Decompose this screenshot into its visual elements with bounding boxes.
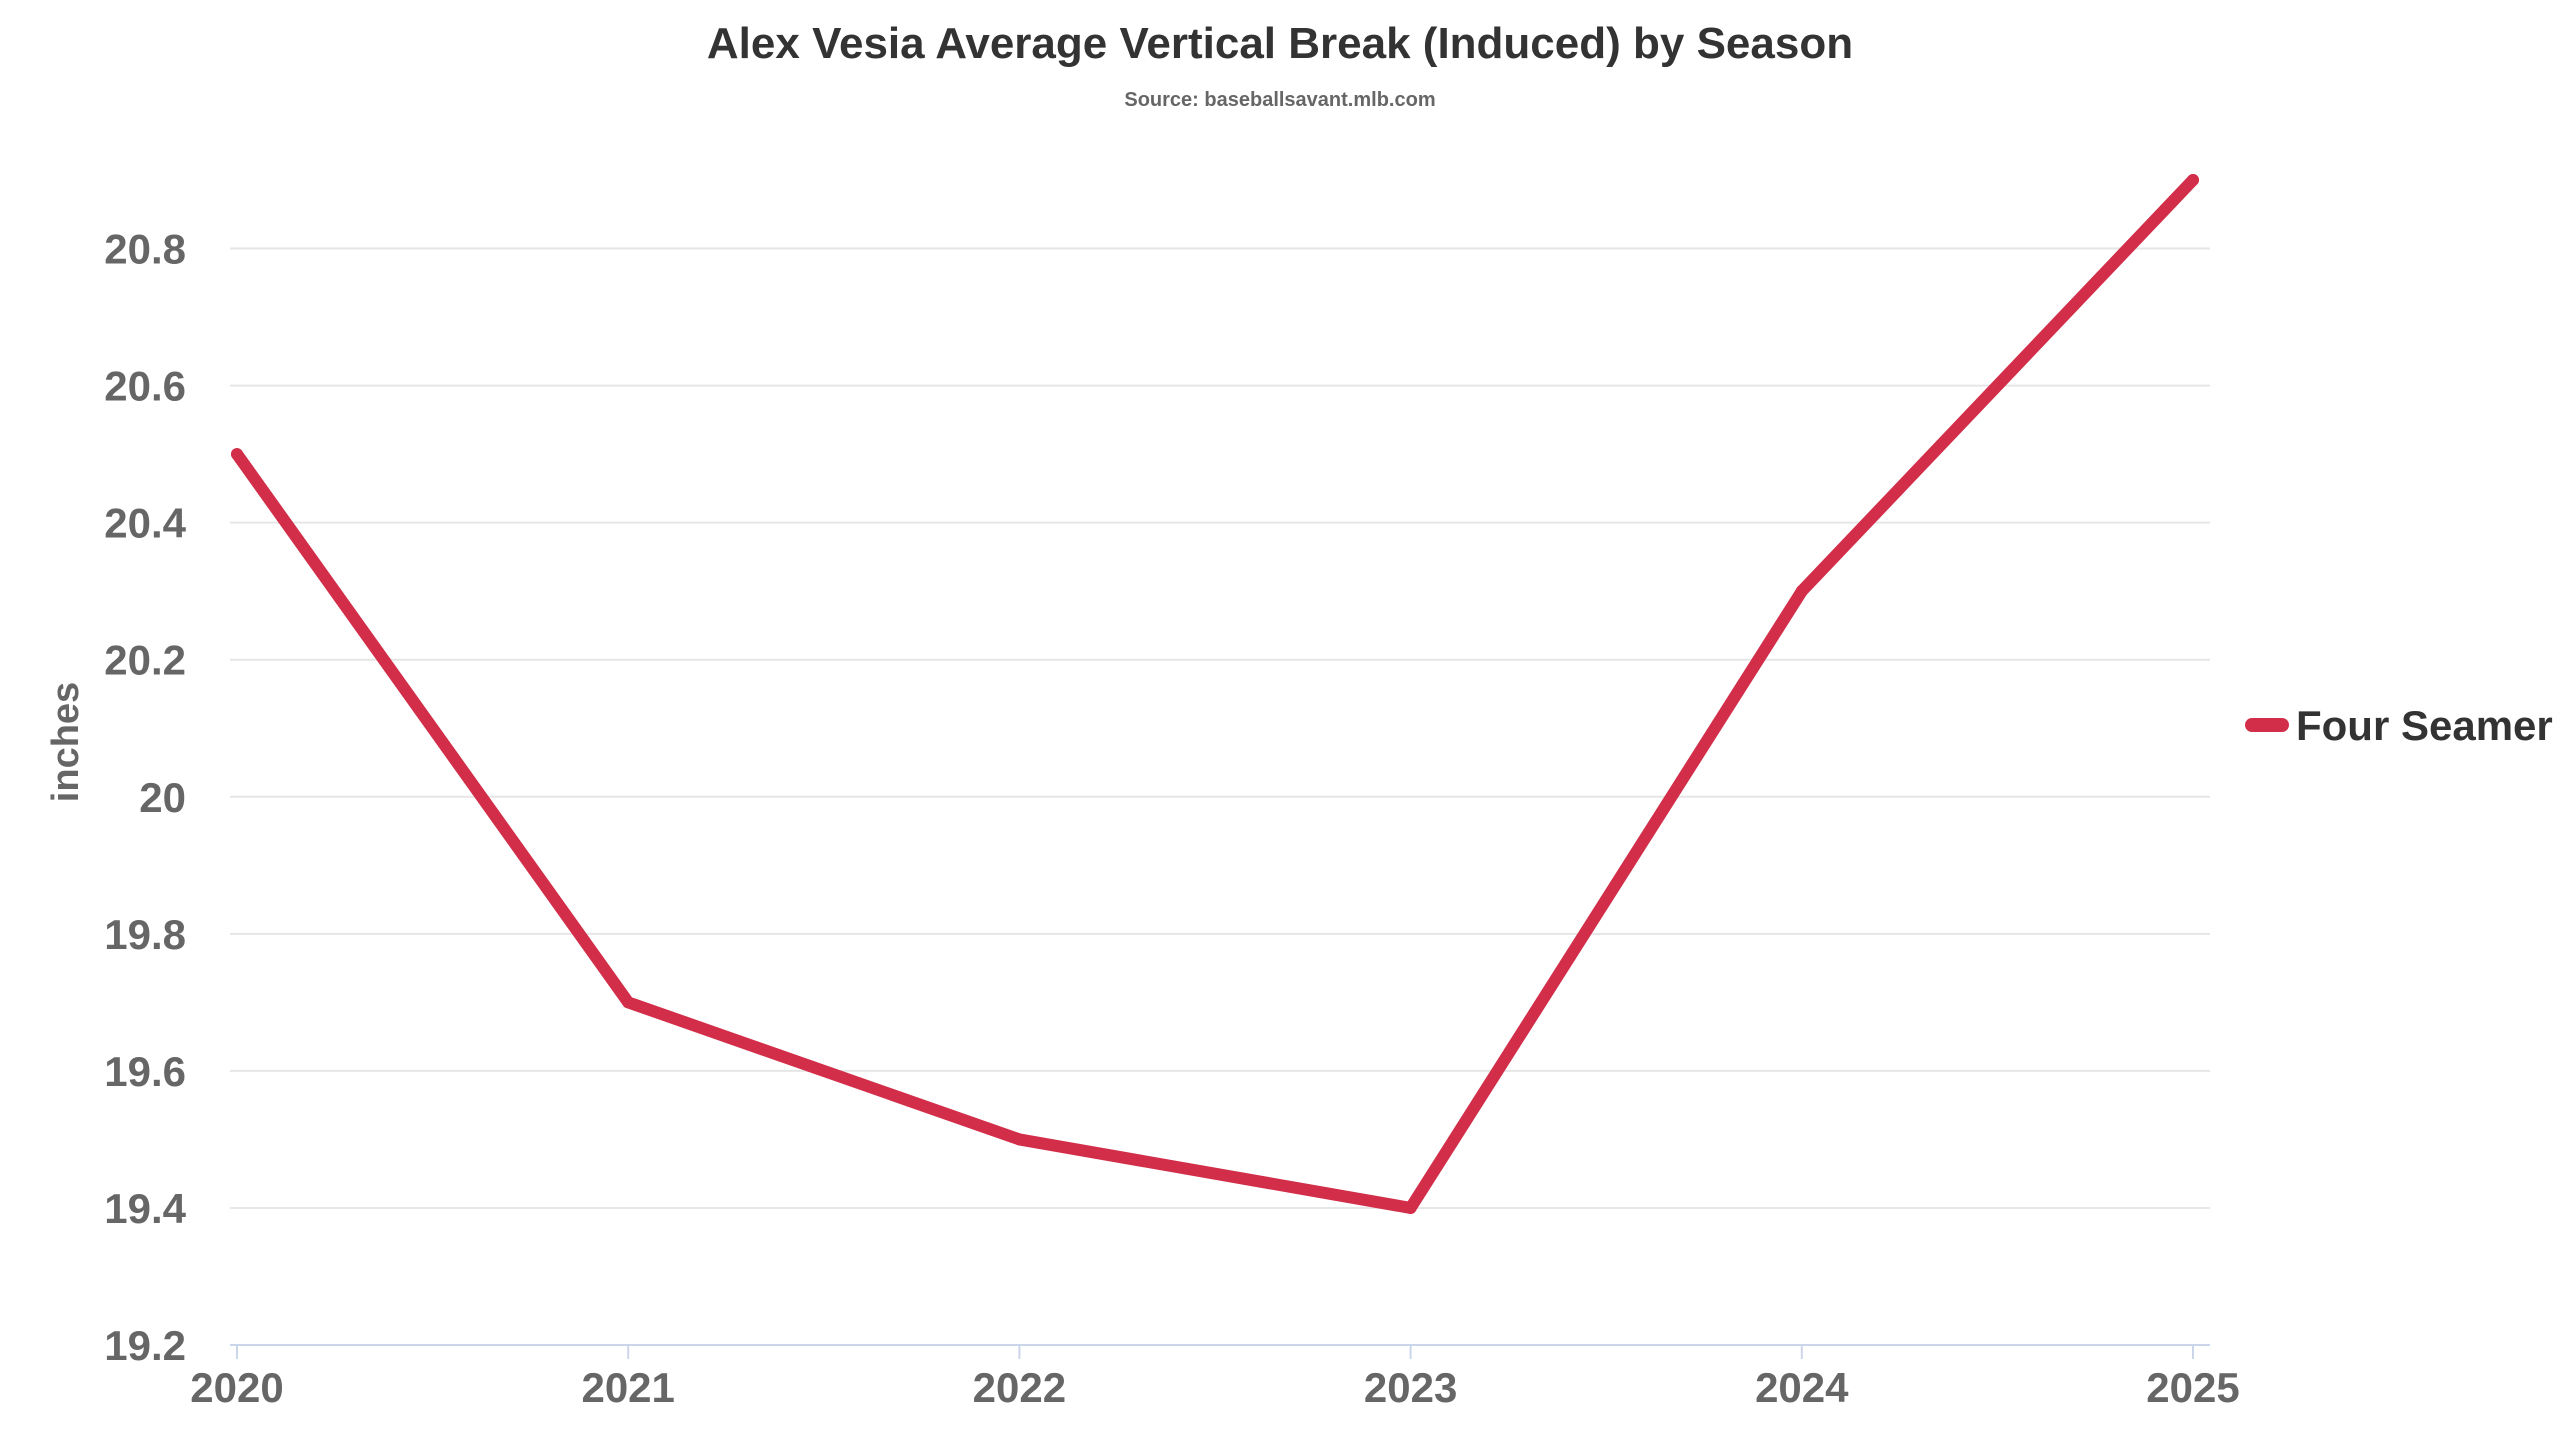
data-point-2024[interactable] xyxy=(1795,585,1808,598)
y-gridlines xyxy=(230,247,2210,1209)
y-tick-label: 19.6 xyxy=(104,1048,186,1095)
series-group xyxy=(231,174,2199,1214)
x-tick-label: 2025 xyxy=(2146,1364,2239,1411)
chart-subtitle: Source: baseballsavant.mlb.com xyxy=(1124,89,1435,111)
data-point-2025[interactable] xyxy=(2187,174,2199,186)
data-point-2022[interactable] xyxy=(1013,1133,1026,1146)
x-tick-label: 2021 xyxy=(581,1364,674,1411)
x-tick-label: 2023 xyxy=(1364,1364,1457,1411)
y-tick-label: 20.6 xyxy=(104,363,186,410)
y-tick-label: 20 xyxy=(139,774,186,821)
y-tick-label: 19.8 xyxy=(104,911,186,958)
y-tick-label: 19.2 xyxy=(104,1322,186,1369)
x-tick-label: 2020 xyxy=(190,1364,283,1411)
y-tick-label: 19.4 xyxy=(104,1185,186,1232)
data-point-2021[interactable] xyxy=(622,996,635,1009)
x-tick-label: 2024 xyxy=(1755,1364,1849,1411)
series-line-four-seamer[interactable] xyxy=(231,174,2199,1214)
y-tick-label: 20.8 xyxy=(104,226,186,273)
legend[interactable]: Four Seamer xyxy=(2245,702,2553,749)
x-axis-tick-labels: 2020 2021 2022 2023 2024 2025 xyxy=(190,1364,2239,1411)
y-tick-label: 20.4 xyxy=(104,500,186,547)
y-axis-title: inches xyxy=(45,682,87,802)
y-tick-label: 20.2 xyxy=(104,637,186,684)
x-axis xyxy=(230,1344,2210,1359)
chart-title: Alex Vesia Average Vertical Break (Induc… xyxy=(707,19,1853,68)
data-point-2020[interactable] xyxy=(231,448,243,461)
x-tick-label: 2022 xyxy=(973,1364,1066,1411)
y-axis-tick-labels: 19.2 19.4 19.6 19.8 20 20.2 20.4 20.6 20.8 xyxy=(104,226,186,1369)
data-point-2023[interactable] xyxy=(1404,1201,1417,1214)
legend-label-four-seamer[interactable]: Four Seamer xyxy=(2296,702,2553,749)
